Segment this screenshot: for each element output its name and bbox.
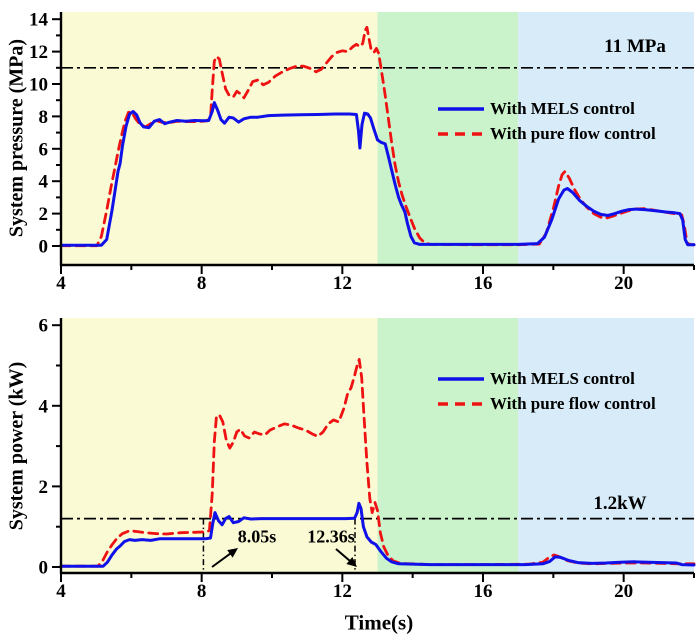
background-band <box>518 318 694 573</box>
power-y-axis-title: System power (kW) <box>5 361 28 531</box>
y-tick-label: 8 <box>39 107 49 128</box>
legend-entry-pure-flow: With pure flow control <box>437 391 656 416</box>
y-tick-label: 10 <box>29 75 48 96</box>
background-band <box>377 318 519 573</box>
ref-label-11mpa: 11 MPa <box>604 36 666 57</box>
legend-label-mels: With MELS control <box>490 99 635 118</box>
x-tick-label: 20 <box>614 581 633 602</box>
x-tick-label: 8 <box>197 273 207 294</box>
y-tick-label: 4 <box>39 396 49 417</box>
ref-label-1-2kw: 1.2kW <box>593 493 647 514</box>
legend-power: With MELS control With pure flow control <box>437 366 656 416</box>
x-tick-label: 16 <box>474 581 493 602</box>
annotation-8-05s: 8.05s <box>237 526 277 547</box>
y-tick-label: 12 <box>29 42 48 63</box>
x-tick-label: 16 <box>474 273 493 294</box>
x-tick-label: 4 <box>56 581 66 602</box>
x-tick-label: 4 <box>56 273 66 294</box>
legend-line-pure-flow-icon <box>438 401 484 406</box>
pressure-y-axis-title: System pressure (MPa) <box>5 38 28 238</box>
x-tick-label: 20 <box>614 273 633 294</box>
x-tick-label: 12 <box>333 581 352 602</box>
legend-label-pure-flow: With pure flow control <box>490 394 656 413</box>
y-tick-label: 2 <box>39 204 49 225</box>
background-band <box>61 318 378 573</box>
annotation-arrowhead <box>227 548 238 558</box>
legend-entry-mels: With MELS control <box>437 366 656 391</box>
annotation-arrowhead <box>346 556 357 567</box>
legend-line-pure-flow-icon <box>438 131 484 136</box>
y-tick-label: 2 <box>39 477 49 498</box>
legend-label-mels: With MELS control <box>490 369 635 388</box>
legend-line-mels-icon <box>438 106 484 111</box>
legend-label-pure-flow: With pure flow control <box>490 124 656 143</box>
y-tick-label: 6 <box>39 139 49 160</box>
legend-line-mels-icon <box>438 376 484 381</box>
legend-entry-mels: With MELS control <box>437 96 656 121</box>
legend-entry-pure-flow: With pure flow control <box>437 121 656 146</box>
annotation-12-36s: 12.36s <box>307 526 355 547</box>
series-mels <box>59 101 696 247</box>
y-tick-label: 0 <box>39 558 49 579</box>
background-band <box>61 12 378 265</box>
legend-pressure: With MELS control With pure flow control <box>437 96 656 146</box>
x-tick-label: 8 <box>197 581 207 602</box>
series-mels <box>59 501 696 568</box>
background-band <box>518 12 694 265</box>
background-band <box>377 12 519 265</box>
y-tick-label: 0 <box>39 237 49 258</box>
x-tick-label: 12 <box>333 273 352 294</box>
y-tick-label: 14 <box>29 10 49 31</box>
x-axis-title: Time(s) <box>344 610 414 635</box>
y-tick-label: 4 <box>39 172 49 193</box>
y-tick-label: 6 <box>39 316 49 337</box>
